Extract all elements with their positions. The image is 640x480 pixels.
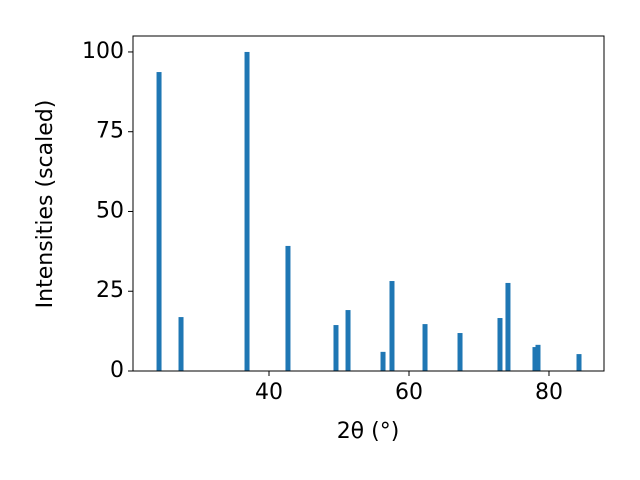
bar <box>532 347 538 371</box>
x-tick-label: 80 <box>535 380 563 405</box>
bar <box>497 318 503 371</box>
y-tick-label: 75 <box>96 119 124 144</box>
y-axis-label: Intensities (scaled) <box>33 100 58 309</box>
bar <box>178 317 184 371</box>
x-tick-label: 40 <box>255 380 283 405</box>
bar <box>576 354 582 371</box>
bar <box>457 333 463 371</box>
y-tick-label: 25 <box>96 278 124 303</box>
bar <box>156 72 162 372</box>
bar <box>535 344 541 371</box>
bar <box>333 325 339 371</box>
bar <box>285 245 291 371</box>
y-tick-label: 50 <box>96 198 124 223</box>
x-tick-label: 60 <box>395 380 423 405</box>
bar <box>389 281 395 371</box>
bar <box>380 351 386 371</box>
bar <box>244 51 250 371</box>
plot-frame <box>132 35 605 372</box>
bar <box>422 324 428 371</box>
y-tick-label: 0 <box>110 358 124 383</box>
x-axis-label: 2θ (°) <box>337 419 400 444</box>
y-tick-label: 100 <box>82 39 124 64</box>
bar <box>505 282 511 371</box>
bar <box>345 310 351 371</box>
